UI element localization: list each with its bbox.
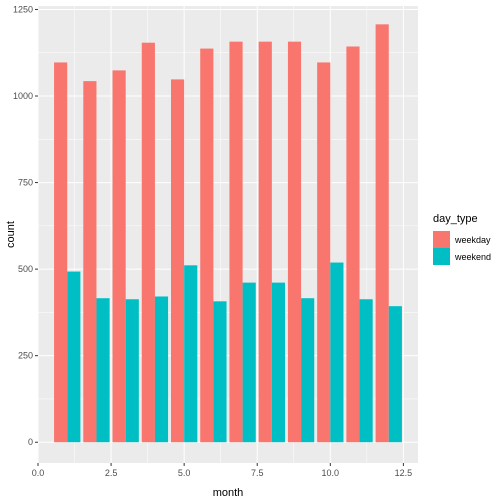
legend-label-weekday: weekday [454, 235, 491, 245]
y-tick-label: 750 [18, 178, 33, 188]
bar-weekend-1 [67, 271, 81, 443]
x-axis-title: month [213, 487, 244, 499]
y-tick-label: 0 [28, 437, 33, 447]
legend-label-weekend: weekend [454, 252, 491, 262]
y-tick-label: 1000 [13, 91, 33, 101]
bar-weekend-2 [96, 298, 110, 443]
bar-weekday-9 [287, 41, 302, 443]
bar-weekday-2 [83, 81, 97, 443]
y-axis-title: count [5, 221, 17, 248]
legend-key-weekend [433, 248, 450, 265]
legend-title: day_type [433, 213, 478, 225]
bar-weekend-5 [184, 265, 198, 443]
bar-weekend-3 [125, 299, 139, 443]
x-axis-ticks: 0.0 2.5 5.0 7.5 10.0 12.5 [32, 463, 412, 478]
y-tick-label: 500 [18, 264, 33, 274]
legend-key-weekday [433, 231, 450, 248]
bar-weekday-1 [54, 62, 68, 443]
bar-weekend-6 [213, 301, 227, 443]
y-axis-ticks: 0 250 500 750 1000 1250 [13, 4, 38, 447]
bar-weekday-10 [317, 62, 331, 443]
y-tick-label: 1250 [13, 4, 33, 14]
bar-weekend-7 [242, 282, 256, 443]
bar-weekend-4 [154, 296, 169, 443]
bar-weekday-5 [171, 79, 185, 443]
bar-weekday-7 [229, 41, 243, 443]
bar-weekend-8 [271, 282, 285, 443]
x-tick-label: 2.5 [105, 468, 118, 478]
x-tick-label: 0.0 [32, 468, 45, 478]
bar-weekend-12 [388, 306, 402, 443]
bar-weekend-9 [301, 298, 315, 443]
bar-weekday-8 [258, 41, 272, 443]
bar-weekday-6 [200, 48, 214, 443]
bar-weekend-11 [359, 299, 373, 443]
bar-weekday-4 [141, 42, 155, 443]
bar-weekend-10 [330, 262, 344, 443]
x-tick-label: 7.5 [251, 468, 264, 478]
y-tick-label: 250 [18, 351, 33, 361]
bars [54, 24, 402, 443]
bar-weekday-11 [346, 46, 360, 443]
x-tick-label: 10.0 [322, 468, 340, 478]
bar-weekday-12 [375, 24, 389, 443]
x-tick-label: 5.0 [178, 468, 191, 478]
x-tick-label: 12.5 [395, 468, 413, 478]
bar-weekday-3 [112, 70, 126, 443]
legend: day_type weekday weekend [433, 213, 491, 265]
